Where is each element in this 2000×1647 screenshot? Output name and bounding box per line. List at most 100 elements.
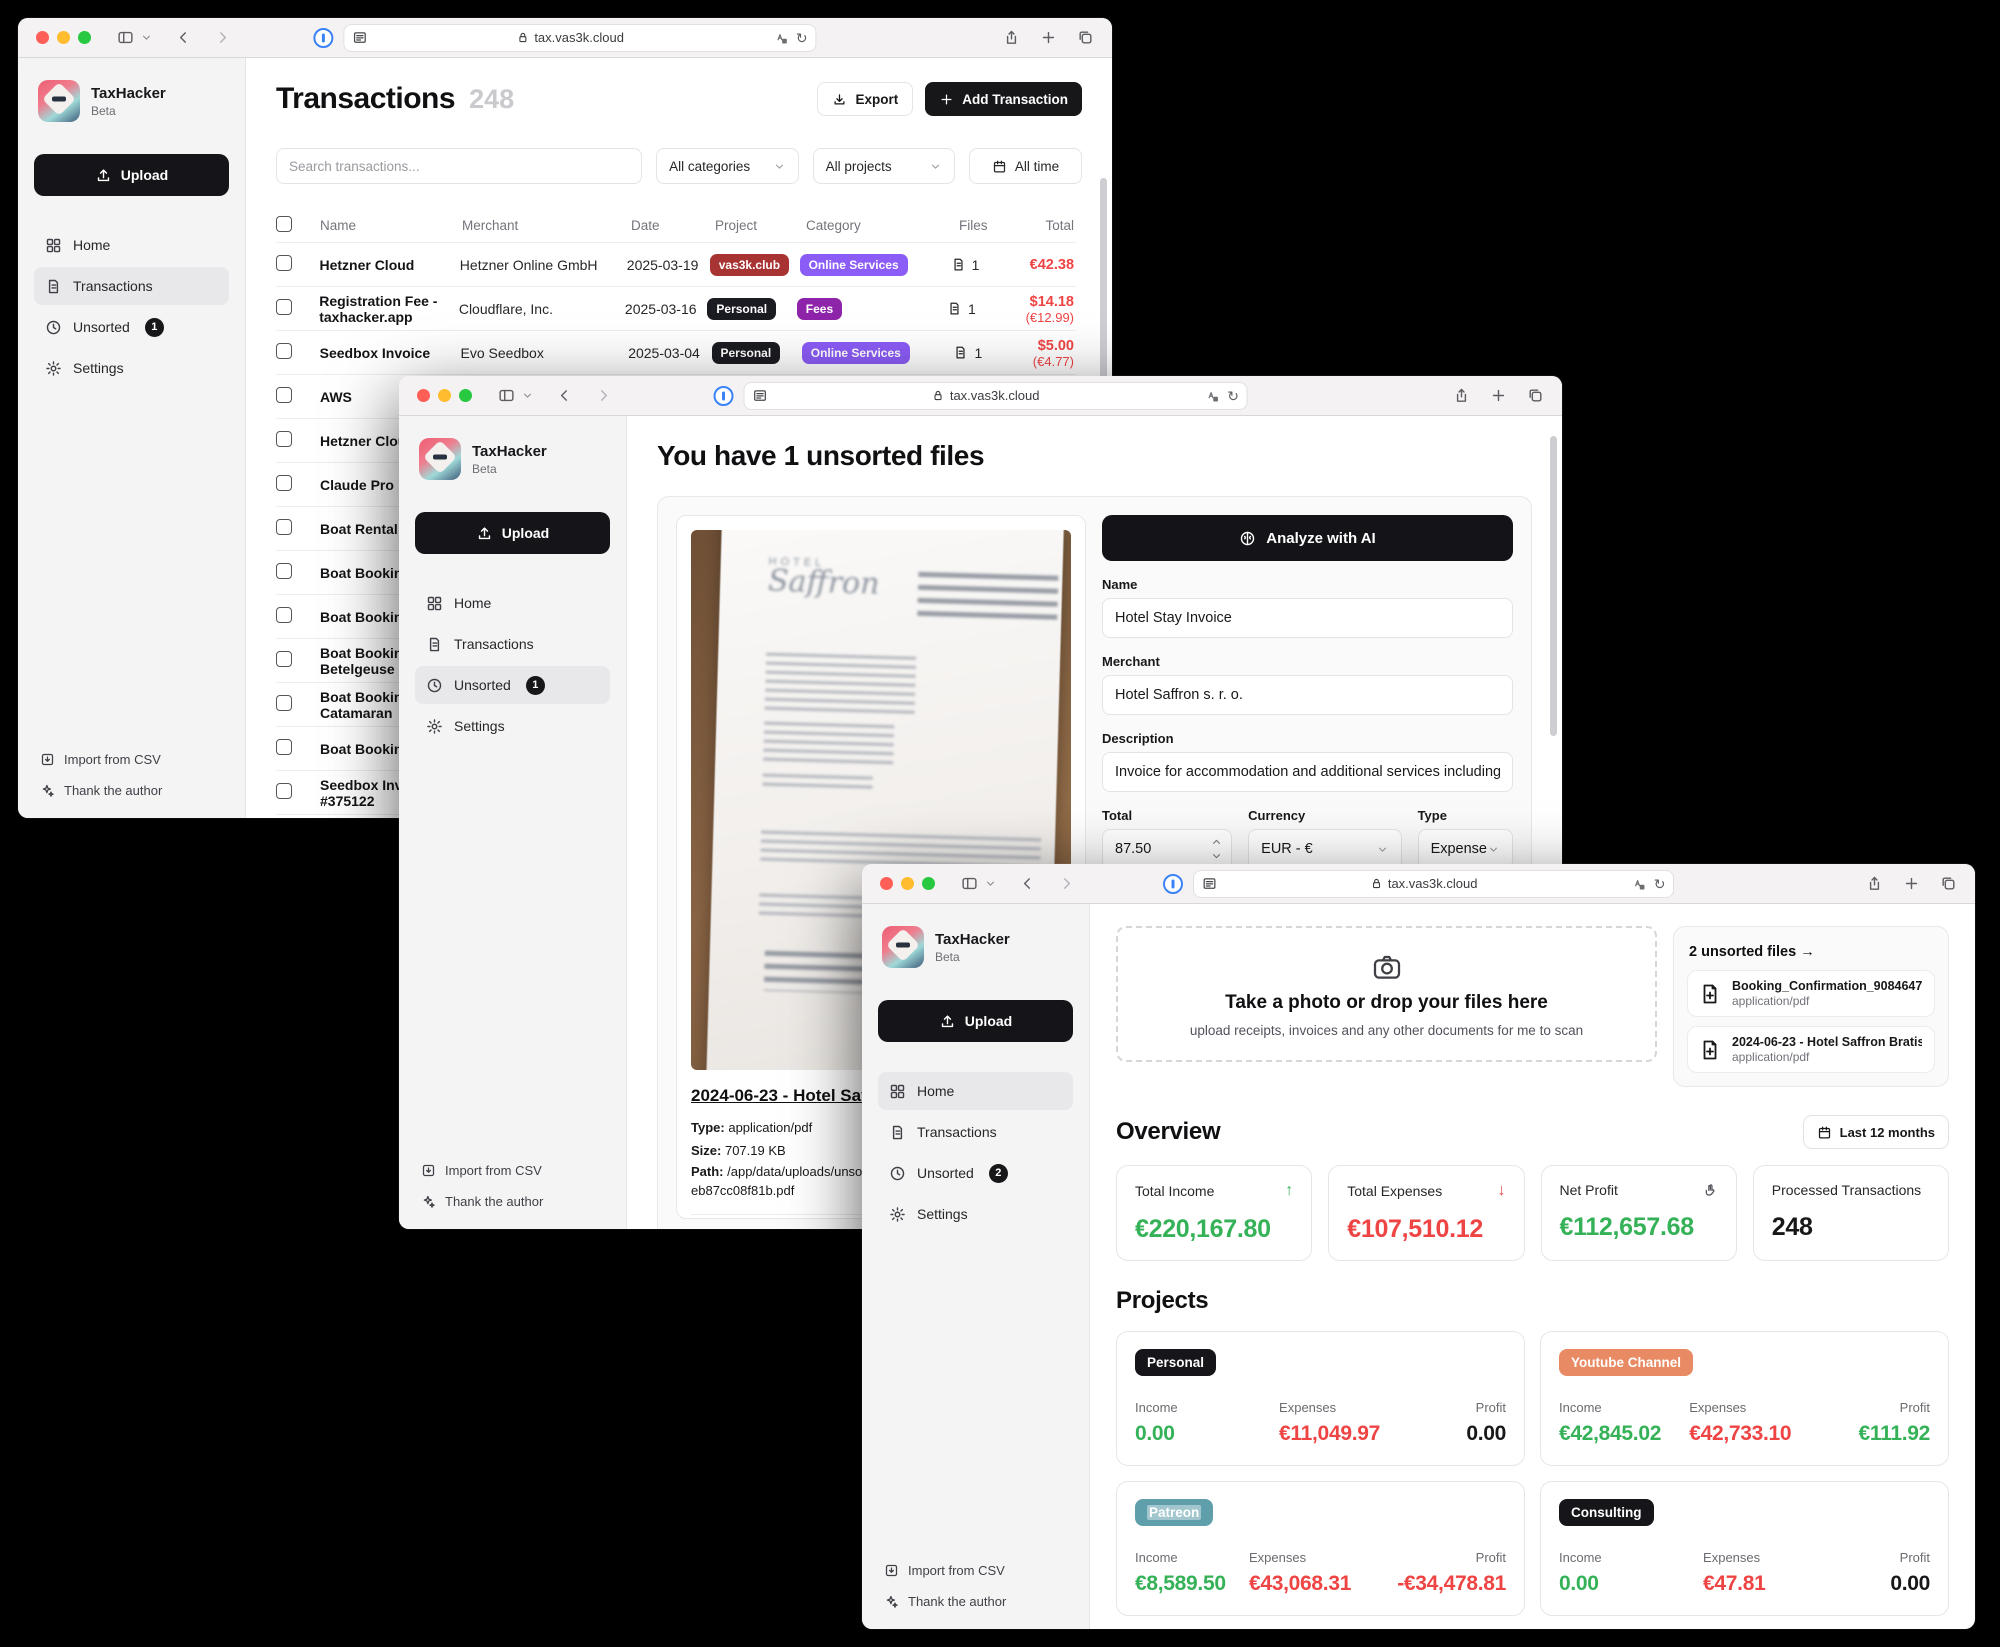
zoom-button[interactable]: [459, 389, 472, 402]
row-checkbox[interactable]: [276, 563, 292, 579]
reload-icon[interactable]: ↻: [795, 29, 808, 46]
forward-icon[interactable]: [1058, 875, 1075, 892]
description-field[interactable]: [1102, 752, 1513, 792]
back-icon[interactable]: [175, 29, 192, 46]
address-bar[interactable]: tax.vas3k.cloud ↻: [343, 23, 817, 52]
total-field[interactable]: [1102, 829, 1233, 869]
file-title-link[interactable]: 2024-06-23 - Hotel Saffro: [691, 1086, 890, 1105]
reader-icon[interactable]: [1202, 876, 1217, 891]
sidebar-item-unsorted[interactable]: Unsorted 1: [34, 308, 229, 346]
thank-the-author-link[interactable]: Thank the author: [40, 783, 223, 798]
unsorted-file-item[interactable]: Booking_Confirmation_90846471... applica…: [1687, 970, 1935, 1017]
sidebar-item-settings[interactable]: Settings: [415, 707, 610, 745]
table-row[interactable]: Seedbox Invoice Evo Seedbox 2025-03-04 P…: [276, 330, 1076, 374]
row-checkbox[interactable]: [276, 255, 292, 271]
row-checkbox[interactable]: [276, 519, 292, 535]
sidebar-item-home[interactable]: Home: [415, 584, 610, 622]
analyze-with-ai-button[interactable]: Analyze with AI: [1102, 515, 1513, 561]
currency-select[interactable]: EUR - €: [1248, 829, 1402, 869]
project-card-youtube-channel[interactable]: Youtube Channel Income €42,845.02 Expense…: [1540, 1331, 1949, 1466]
sidebar-item-home[interactable]: Home: [878, 1072, 1073, 1110]
search-input[interactable]: [276, 148, 643, 184]
back-icon[interactable]: [1019, 875, 1036, 892]
table-row[interactable]: AWS: [276, 374, 1076, 418]
minimize-button[interactable]: [901, 877, 914, 890]
import-from-csv-link[interactable]: Import from CSV: [421, 1163, 604, 1178]
share-icon[interactable]: [1453, 387, 1470, 404]
minimize-button[interactable]: [438, 389, 451, 402]
table-row[interactable]: Hetzner Cloud Hetzner Online GmbH 2025-0…: [276, 242, 1076, 286]
upload-button[interactable]: Upload: [415, 512, 610, 554]
name-field[interactable]: [1102, 598, 1513, 638]
close-button[interactable]: [417, 389, 430, 402]
share-icon[interactable]: [1003, 29, 1020, 46]
new-tab-icon[interactable]: [1490, 387, 1507, 404]
projects-filter[interactable]: All projects: [812, 148, 956, 184]
translate-icon[interactable]: [773, 30, 788, 45]
sidebar-item-settings[interactable]: Settings: [878, 1195, 1073, 1233]
address-bar[interactable]: tax.vas3k.cloud ↻: [743, 381, 1248, 410]
sidebar-item-transactions[interactable]: Transactions: [34, 267, 229, 305]
sidebar-item-transactions[interactable]: Transactions: [415, 625, 610, 663]
close-button[interactable]: [880, 877, 893, 890]
tab-overview-icon[interactable]: [1077, 29, 1094, 46]
row-checkbox[interactable]: [276, 475, 292, 491]
sidebar-item-unsorted[interactable]: Unsorted 2: [878, 1154, 1073, 1192]
export-button[interactable]: Export: [817, 82, 914, 116]
project-card-personal[interactable]: Personal Income 0.00 Expenses €11,049.97 P…: [1116, 1331, 1525, 1466]
row-checkbox[interactable]: [276, 387, 292, 403]
minimize-button[interactable]: [57, 31, 70, 44]
back-icon[interactable]: [556, 387, 573, 404]
upload-button[interactable]: Upload: [34, 154, 229, 196]
row-checkbox[interactable]: [276, 739, 292, 755]
project-card-consulting[interactable]: Consulting Income 0.00 Expenses €47.81 Pro…: [1540, 1481, 1949, 1616]
row-checkbox[interactable]: [276, 299, 292, 315]
scrollbar[interactable]: [1550, 436, 1557, 736]
type-select[interactable]: Expense: [1417, 829, 1513, 869]
sidebar-item-settings[interactable]: Settings: [34, 349, 229, 387]
row-checkbox[interactable]: [276, 783, 292, 799]
tab-overview-icon[interactable]: [1940, 875, 1957, 892]
categories-filter[interactable]: All categories: [656, 148, 799, 184]
forward-icon[interactable]: [214, 29, 231, 46]
thank-the-author-link[interactable]: Thank the author: [421, 1194, 604, 1209]
reload-icon[interactable]: ↻: [1227, 387, 1239, 404]
close-button[interactable]: [36, 31, 49, 44]
reader-icon[interactable]: [752, 388, 767, 403]
sidebar-item-home[interactable]: Home: [34, 226, 229, 264]
new-tab-icon[interactable]: [1040, 29, 1057, 46]
row-checkbox[interactable]: [276, 343, 292, 359]
zoom-button[interactable]: [78, 31, 91, 44]
row-checkbox[interactable]: [276, 695, 292, 711]
row-checkbox[interactable]: [276, 431, 292, 447]
translate-icon[interactable]: [1631, 876, 1646, 891]
password-extension-icon[interactable]: [1162, 873, 1183, 894]
translate-icon[interactable]: [1204, 388, 1219, 403]
address-bar[interactable]: tax.vas3k.cloud ↻: [1192, 869, 1675, 898]
thank-the-author-link[interactable]: Thank the author: [884, 1594, 1067, 1609]
chevron-down-icon[interactable]: [984, 877, 997, 890]
sidebar-toggle-icon[interactable]: [498, 387, 515, 404]
merchant-field[interactable]: [1102, 675, 1513, 715]
sidebar-item-transactions[interactable]: Transactions: [878, 1113, 1073, 1151]
new-tab-icon[interactable]: [1903, 875, 1920, 892]
chevron-down-icon[interactable]: [521, 389, 534, 402]
row-checkbox[interactable]: [276, 651, 292, 667]
upload-dropzone[interactable]: Take a photo or drop your files here upl…: [1116, 926, 1657, 1062]
add-transaction-button[interactable]: Add Transaction: [925, 82, 1082, 116]
sidebar-item-unsorted[interactable]: Unsorted 1: [415, 666, 610, 704]
table-row[interactable]: Boat Booking: Betelgeuse: [276, 638, 1076, 682]
upload-button[interactable]: Upload: [878, 1000, 1073, 1042]
forward-icon[interactable]: [595, 387, 612, 404]
tab-overview-icon[interactable]: [1527, 387, 1544, 404]
zoom-button[interactable]: [922, 877, 935, 890]
import-from-csv-link[interactable]: Import from CSV: [40, 752, 223, 767]
date-range-button[interactable]: Last 12 months: [1802, 1115, 1949, 1149]
share-icon[interactable]: [1866, 875, 1883, 892]
unsorted-files-link[interactable]: 2 unsorted files →: [1689, 944, 1815, 960]
sidebar-toggle-icon[interactable]: [117, 29, 134, 46]
select-all-checkbox[interactable]: [276, 215, 292, 232]
import-from-csv-link[interactable]: Import from CSV: [884, 1563, 1067, 1578]
scrollbar[interactable]: [1100, 178, 1107, 438]
project-card-patreon[interactable]: Patreon Income €8,589.50 Expenses €43,068.…: [1116, 1481, 1525, 1616]
